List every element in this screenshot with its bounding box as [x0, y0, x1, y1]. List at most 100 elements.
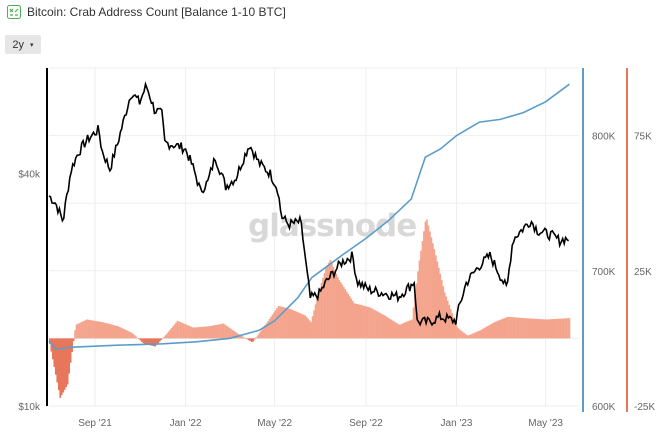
change-bar: [163, 336, 166, 339]
change-bar: [368, 307, 370, 339]
change-bar: [448, 304, 451, 339]
change-bar: [68, 338, 70, 374]
change-bar: [301, 314, 304, 339]
change-bar: [197, 327, 200, 339]
change-bar: [446, 300, 449, 339]
change-bar: [148, 338, 151, 346]
change-bar: [391, 320, 394, 339]
change-bar: [213, 325, 216, 339]
change-bar: [454, 321, 456, 339]
change-bar: [144, 338, 146, 344]
change-bar: [423, 231, 425, 339]
chart-app-icon: [7, 5, 21, 19]
change-bar: [69, 338, 72, 363]
change-bar: [66, 338, 69, 385]
change-bar: [152, 338, 155, 347]
change-bar: [244, 338, 247, 339]
change-bar: [390, 319, 393, 339]
change-bar: [154, 338, 157, 347]
change-bar: [347, 293, 350, 339]
change-bar: [204, 326, 207, 339]
change-bar: [233, 330, 235, 339]
change-bar: [112, 325, 115, 339]
left-axis-tick-label: $40k: [18, 169, 41, 180]
change-bar: [97, 321, 100, 339]
change-bar: [93, 320, 96, 339]
change-bar: [433, 249, 436, 339]
change-bar: [561, 318, 563, 339]
change-bar: [525, 318, 528, 339]
change-bar: [357, 304, 360, 339]
change-bar: [129, 331, 131, 339]
change-bar: [228, 327, 231, 339]
change-bar: [369, 307, 372, 339]
change-bar: [568, 318, 571, 339]
change-bar: [504, 317, 507, 339]
change-bar: [429, 231, 431, 339]
change-bar: [478, 330, 480, 339]
change-bar: [141, 338, 143, 342]
change-bar: [540, 319, 543, 339]
change-bar: [258, 333, 261, 339]
change-bar: [363, 305, 366, 339]
change-bar: [63, 338, 66, 390]
change-bar: [120, 327, 122, 339]
change-bar: [201, 326, 204, 339]
change-bar: [375, 310, 378, 339]
change-bar: [53, 338, 56, 367]
change-bar: [114, 325, 117, 339]
change-bar: [437, 267, 440, 339]
change-bar: [403, 322, 406, 339]
time-range-dropdown[interactable]: 2y ▾: [5, 35, 41, 54]
change-bar: [498, 320, 501, 339]
change-bar: [337, 277, 339, 339]
change-bar: [164, 335, 167, 339]
change-bar: [507, 316, 510, 339]
change-bar: [151, 338, 154, 346]
change-bar: [305, 317, 308, 339]
change-bar: [210, 325, 213, 339]
change-bar: [231, 329, 234, 339]
change-bar: [485, 326, 488, 339]
change-bar: [479, 330, 482, 339]
change-bar: [470, 334, 473, 339]
change-bar: [71, 338, 73, 352]
change-bar: [130, 332, 133, 339]
change-bar: [198, 327, 201, 339]
change-bar: [117, 326, 119, 339]
change-bar: [452, 317, 455, 339]
change-bar: [102, 322, 105, 339]
change-bar: [510, 317, 513, 339]
right-axis-change-tick-label: -25K: [634, 402, 655, 413]
change-bar: [155, 338, 158, 345]
change-bar: [558, 318, 560, 339]
change-bar: [443, 292, 446, 339]
change-bar: [481, 329, 483, 339]
change-bar: [290, 309, 293, 339]
x-axis-tick-label: Jan '22: [170, 418, 202, 429]
change-bar: [273, 312, 275, 339]
change-bar: [432, 243, 434, 339]
change-bar: [106, 323, 109, 339]
change-bar: [54, 338, 57, 375]
change-bar: [380, 313, 382, 339]
change-bar: [322, 277, 324, 339]
change-bar: [111, 324, 114, 339]
change-bar: [366, 306, 369, 339]
change-bar: [135, 336, 137, 339]
change-bar: [265, 323, 268, 339]
change-bar: [194, 327, 197, 339]
change-bar: [316, 298, 318, 339]
change-bar: [359, 304, 361, 339]
change-bar: [424, 221, 427, 339]
change-bar: [439, 273, 442, 339]
change-bars: [49, 219, 571, 398]
change-bar: [190, 326, 192, 339]
change-bar: [354, 303, 357, 339]
change-bar: [483, 327, 486, 339]
change-bar: [332, 266, 335, 339]
change-bar: [282, 307, 284, 339]
change-bar: [506, 317, 508, 339]
change-bar: [296, 312, 299, 339]
